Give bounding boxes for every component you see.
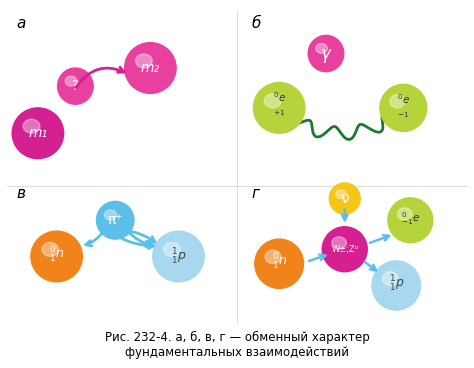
Text: а: а — [17, 16, 26, 31]
Ellipse shape — [265, 250, 281, 263]
Ellipse shape — [336, 190, 346, 198]
Text: m₁: m₁ — [28, 126, 47, 140]
Ellipse shape — [42, 243, 59, 256]
Text: $^{0}e$
$_{+1}$: $^{0}e$ $_{+1}$ — [273, 91, 286, 118]
Text: б: б — [251, 16, 260, 31]
Ellipse shape — [97, 201, 134, 239]
Text: г: г — [251, 187, 259, 202]
Text: Рис. 232-4. а, б, в, г — обменный характер
фундаментальных взаимодействий: Рис. 232-4. а, б, в, г — обменный характ… — [105, 331, 369, 359]
Ellipse shape — [104, 210, 117, 220]
Ellipse shape — [65, 76, 77, 86]
Ellipse shape — [254, 82, 305, 133]
Ellipse shape — [329, 183, 360, 214]
Ellipse shape — [322, 227, 367, 272]
Text: $^{1}_{1}p$: $^{1}_{1}p$ — [171, 247, 186, 266]
Text: γ: γ — [321, 45, 331, 63]
Ellipse shape — [136, 54, 152, 68]
Text: $^{0}_{1}n$: $^{0}_{1}n$ — [49, 245, 64, 265]
Ellipse shape — [390, 95, 405, 108]
Ellipse shape — [372, 261, 420, 310]
Ellipse shape — [23, 119, 40, 133]
Ellipse shape — [12, 108, 64, 159]
Text: $^{0}e$
$_{-1}$: $^{0}e$ $_{-1}$ — [397, 92, 410, 120]
Ellipse shape — [31, 231, 82, 282]
Text: ?: ? — [72, 79, 79, 93]
Ellipse shape — [308, 35, 344, 72]
Text: $^{1}_{1}p$: $^{1}_{1}p$ — [389, 274, 404, 294]
Text: ν: ν — [340, 191, 349, 206]
Ellipse shape — [264, 94, 281, 108]
Ellipse shape — [125, 43, 176, 93]
Ellipse shape — [316, 43, 328, 53]
Ellipse shape — [388, 198, 433, 243]
Ellipse shape — [153, 231, 204, 282]
Text: в: в — [17, 187, 26, 202]
Ellipse shape — [164, 243, 181, 256]
Text: π⁺: π⁺ — [108, 213, 123, 227]
Text: W±;Z⁰: W±;Z⁰ — [331, 245, 358, 254]
Text: $^{0}_{1}n$: $^{0}_{1}n$ — [272, 252, 287, 272]
Ellipse shape — [255, 239, 303, 289]
Text: $^{0}_{-1}e$: $^{0}_{-1}e$ — [401, 210, 420, 227]
Ellipse shape — [382, 272, 398, 285]
Ellipse shape — [332, 237, 346, 249]
Ellipse shape — [397, 208, 412, 220]
Text: m₂: m₂ — [141, 61, 160, 75]
Ellipse shape — [380, 84, 427, 131]
Ellipse shape — [57, 68, 93, 104]
